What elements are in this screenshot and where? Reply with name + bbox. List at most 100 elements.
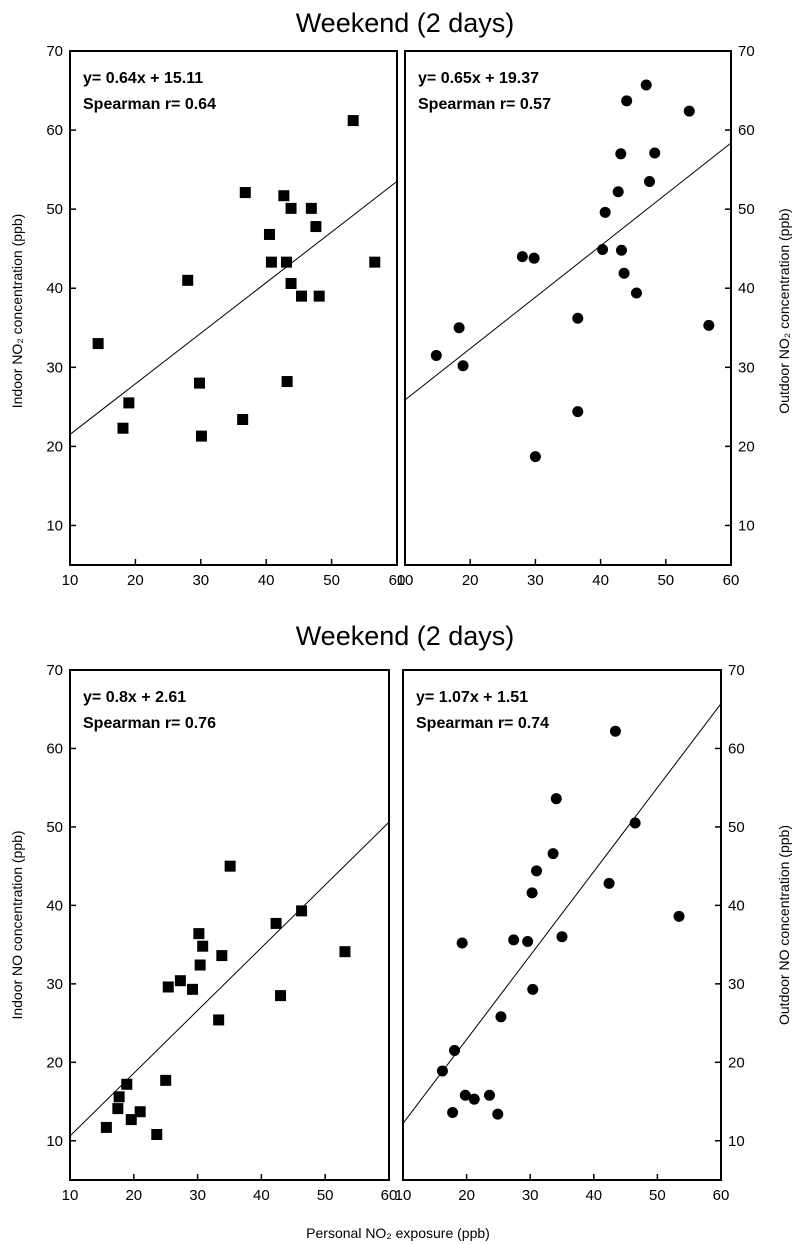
data-point-square [194,959,206,971]
panel-top-left-indoor-no2: 10 20 30 40 50 60 10 20 30 40 50 60 70 y= 0.64x + 15.… [46,43,405,589]
data-point-square [265,256,277,268]
regression-equation: y= 1.07x + 1.51 [416,689,528,706]
y-tick-label: 40 [46,280,63,297]
data-point-square [92,338,104,350]
y-tick-label: 50 [728,819,745,836]
data-point-circle [649,147,661,159]
data-point-square [339,946,351,958]
data-point-circle [449,1045,461,1057]
data-point-square [278,190,290,202]
y-tick-label: 70 [728,662,745,679]
y-tick-label: 10 [738,517,755,534]
x-tick-label: 30 [527,572,544,589]
data-point-square [369,256,381,268]
spearman-coefficient: Spearman r= 0.74 [416,715,549,732]
regression-line [404,142,732,401]
x-tick-label: 60 [381,1187,398,1204]
data-point-square [347,115,359,127]
data-point-square [112,1103,124,1115]
data-point-circle [572,406,584,418]
data-point-circle [547,848,559,860]
y-tick-label: 30 [46,976,63,993]
data-point-circle [492,1108,504,1120]
data-point-circle [430,349,442,361]
data-point-square [121,1078,133,1090]
data-point-square [263,228,275,240]
data-point-square [270,917,282,929]
y-axis-label-indoor-no: Indoor NO concentration (ppb) [9,830,25,1019]
x-tick-label: 10 [395,1187,412,1204]
data-point-square [285,202,297,214]
y-tick-label: 40 [728,897,745,914]
data-point-circle [456,937,468,949]
spearman-coefficient: Spearman r= 0.57 [418,96,551,113]
data-point-square [213,1014,225,1026]
y-tick-label: 60 [728,740,745,757]
data-point-circle [597,243,609,255]
data-point-circle [612,186,624,198]
data-point-circle [703,319,715,331]
regression-equation: y= 0.64x + 15.11 [83,70,203,87]
plot-frame [69,50,398,566]
x-tick-label: 10 [62,1187,79,1204]
x-tick-label: 30 [522,1187,539,1204]
data-point-circle [459,1089,471,1101]
y-tick-label: 20 [46,1054,63,1071]
y-axis-label-outdoor-no: Outdoor NO concentration (ppb) [776,825,792,1025]
data-point-square [197,940,209,952]
plot-frame [402,669,722,1181]
data-point-circle [609,725,621,737]
data-point-square [186,983,198,995]
data-point-circle [508,934,520,946]
data-point-circle [457,360,469,372]
data-point-square [182,274,194,286]
y-tick-label: 30 [728,976,745,993]
data-point-circle [527,983,539,995]
y-tick-label: 70 [46,43,63,60]
y-tick-label: 20 [728,1054,745,1071]
data-point-square [296,905,308,917]
y-tick-label: 10 [46,517,63,534]
x-tick-label: 20 [125,1187,142,1204]
spearman-coefficient: Spearman r= 0.76 [83,715,216,732]
x-tick-label: 50 [657,572,674,589]
panel-top-right-outdoor-no2: 10 20 30 40 50 60 10 20 30 40 50 60 70 y= 0.65x + 19.… [397,43,755,589]
regression-equation: y= 0.65x + 19.37 [418,70,539,87]
data-point-square [174,975,186,987]
x-tick-label: 50 [323,572,340,589]
data-point-circle [495,1011,507,1023]
y-tick-label: 50 [738,201,755,218]
data-point-circle [531,865,543,877]
y-tick-label: 10 [46,1133,63,1150]
data-point-circle [522,935,534,947]
x-tick-label: 30 [192,572,209,589]
data-point-circle [447,1107,459,1119]
x-tick-label: 60 [713,1187,730,1204]
panel-bottom-right-outdoor-no: 10 20 30 40 50 60 10 20 30 40 50 60 70 y= 1.07x + 1.5… [395,662,745,1204]
data-point-square [125,1114,137,1126]
x-tick-label: 20 [127,572,144,589]
x-tick-label: 50 [649,1187,666,1204]
data-point-circle [615,148,627,160]
y-tick-label: 50 [46,201,63,218]
data-point-square [193,928,205,940]
data-point-square [160,1074,172,1086]
data-point-square [280,256,292,268]
data-point-square [151,1128,163,1140]
y-tick-label: 70 [738,43,755,60]
data-point-circle [673,910,685,922]
x-tick-label: 60 [723,572,740,589]
data-point-square [313,290,325,302]
spearman-coefficient: Spearman r= 0.64 [83,96,216,113]
data-point-circle [436,1065,448,1077]
x-tick-label: 20 [458,1187,475,1204]
data-point-circle [572,312,584,324]
data-point-circle [630,287,642,299]
y-tick-label: 60 [738,122,755,139]
data-point-circle [468,1093,480,1105]
regression-line [69,181,398,435]
data-point-square [195,430,207,442]
data-point-circle [683,105,695,117]
data-point-square [134,1106,146,1118]
